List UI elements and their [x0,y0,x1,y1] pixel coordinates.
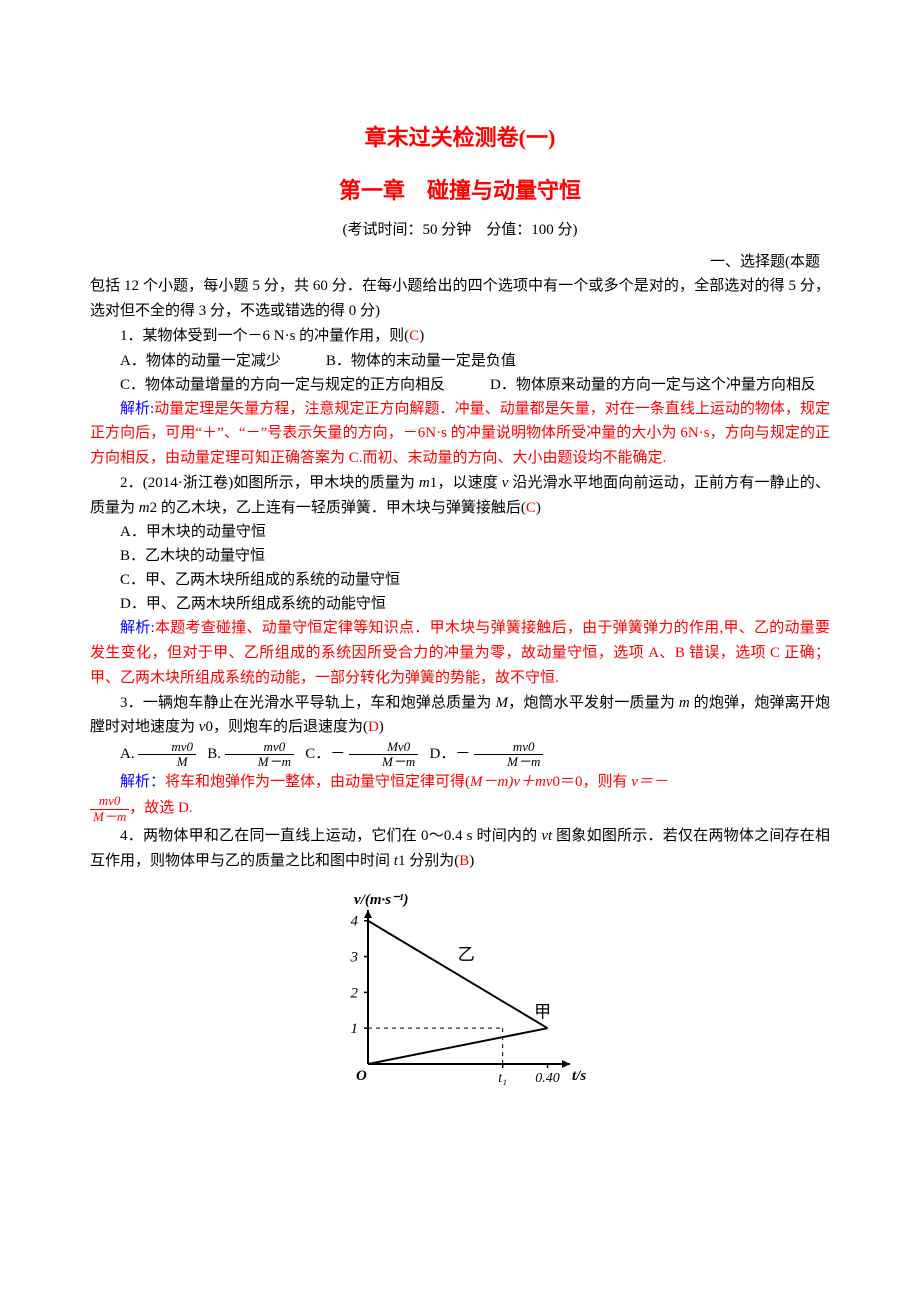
q3-stem-b: ，炮筒水平发射一质量为 [508,695,679,711]
q1-exp-text: 动量定理是矢量方程，注意规定正方向解题．冲量、动量都是矢量，对在一条直线上运动的… [90,401,830,467]
q4-stem-c: 1 分别为( [398,853,459,869]
q3-m: m [679,695,690,711]
section-cont: 包括 12 个小题，每小题 5 分，共 60 分．在每小题给出的四个选项中有一个… [90,274,830,324]
q2-exp-text: 本题考查碰撞、动量守恒定律等知识点．甲木块与弹簧接触后，由于弹簧弹力的作用,甲、… [90,620,830,686]
q3-fracA-den: M [138,755,196,769]
svg-text:3: 3 [350,949,359,965]
q2-m2: m [139,500,150,516]
q3-exp-a: 将车和炮弹作为一整体，由动量守恒定律可得( [165,774,470,790]
q3-optC-lbl: C． [305,746,330,762]
q3-stem-e: ) [379,719,384,735]
main-title-text: 章末过关检测卷(一) [365,125,556,150]
q2-stem-a: 2．(2014·浙江卷)如图所示，甲木块的质量为 [120,475,419,491]
q2-answer: C [526,500,536,516]
q3-exp-b: M－m)v＋mv [470,774,552,790]
q1-stem: 1．某物体受到一个－6 N·s 的冲量作用，则(C) [90,324,830,349]
vt-chart-svg: 1 2 3 4 t₁ 0.40 Ov/(m·s⁻¹) t/s 乙甲 [320,882,600,1092]
sub-title-text: 第一章 碰撞与动量守恒 [339,178,581,203]
q3-stem: 3．一辆炮车静止在光滑水平导轨上，车和炮弹总质量为 M，炮筒水平发射一质量为 m… [90,691,830,741]
sub-title: 第一章 碰撞与动量守恒 [90,173,830,208]
q3-optD-lbl: D． [430,746,456,762]
svg-text:2: 2 [351,985,359,1001]
q3-stem-d: 0，则炮车的后退速度为( [205,719,368,735]
svg-text:甲: 甲 [534,1002,551,1021]
q4-answer: B [459,853,469,869]
q3-fracC-num: Mv0 [349,740,418,755]
svg-text:O: O [356,1068,367,1084]
q3-fracB-num: mv0 [225,740,294,755]
q3-exp: 解析：将车和炮弹作为一整体，由动量守恒定律可得(M－m)v＋mv0＝0，则有 v… [90,770,830,795]
q3-fracC: Mv0M－m [349,740,418,770]
q3-fracD-den: M－m [474,755,543,769]
svg-text:v/(m·s⁻¹): v/(m·s⁻¹) [354,892,409,908]
section-head: 一、选择题(本题 [90,250,830,274]
q1-optD: D．物体原来动量的方向一定与这个冲量方向相反 [490,377,816,393]
q4-stem-d: ) [469,853,474,869]
q3-fracB-den: M－m [225,755,294,769]
q3-exp-line2: mv0M－m，故选 D. [90,794,830,824]
q1-stem-b: ) [419,328,424,344]
q3-fracC-neg: － [330,746,345,762]
q3-optA-lbl: A. [120,746,135,762]
q2-m2s: 2 的乙木块，乙上连有一轻质弹簧．甲木块与弹簧接触后( [150,500,526,516]
q3-exp-d: v＝－ [631,774,668,790]
q1-optB: B．物体的末动量一定是负值 [326,353,516,369]
q1-exp-label: 解析: [120,401,154,417]
q3-opts: A. mv0M B. mv0M－m C．－ Mv0M－m D．－ mv0M－m [90,740,830,770]
svg-text:t₁: t₁ [498,1071,507,1086]
q1-optC: C．物体动量增量的方向一定与规定的正方向相反 [120,377,445,393]
q1-optA: A．物体的动量一定减少 [120,353,281,369]
svg-text:1: 1 [351,1021,359,1037]
q3-exp-frac: mv0M－m [90,794,129,824]
q3-stem-a: 3．一辆炮车静止在光滑水平导轨上，车和炮弹总质量为 [120,695,496,711]
q4-vt: vt [541,828,552,844]
svg-text:乙: 乙 [458,945,475,964]
q3-exp-frac-num: mv0 [90,794,129,809]
q3-fracD: mv0M－m [474,740,543,770]
q1-stem-a: 1．某物体受到一个－6 N·s 的冲量作用，则( [120,328,409,344]
q3-fracC-den: M－m [349,755,418,769]
q3-exp-frac-den: M－m [90,810,129,824]
q2-optC: C．甲、乙两木块所组成的系统的动量守恒 [90,568,830,592]
main-title: 章末过关检测卷(一) [90,120,830,155]
svg-text:t/s: t/s [572,1068,586,1084]
q3-exp-c: 0＝0，则有 [553,774,632,790]
q4-stem: 4．两物体甲和乙在同一直线上运动，它们在 0～0.4 s 时间内的 vt 图象如… [90,824,830,874]
q2-optB: B．乙木块的动量守恒 [90,544,830,568]
q2-stem: 2．(2014·浙江卷)如图所示，甲木块的质量为 m1，以速度 v 沿光滑水平地… [90,471,830,521]
q2-m1: m [419,475,430,491]
vt-chart: 1 2 3 4 t₁ 0.40 Ov/(m·s⁻¹) t/s 乙甲 [90,882,830,1101]
q3-M: M [496,695,509,711]
q1-answer: C [409,328,419,344]
q3-fracD-num: mv0 [474,740,543,755]
q2-stem-c: ) [536,500,541,516]
q2-m1s: 1，以速度 [430,475,502,491]
svg-text:4: 4 [351,913,359,929]
q1-exp: 解析:动量定理是矢量方程，注意规定正方向解题．冲量、动量都是矢量，对在一条直线上… [90,397,830,471]
q3-fracA: mv0M [138,740,196,770]
q3-fracB: mv0M－m [225,740,294,770]
svg-text:0.40: 0.40 [535,1071,560,1086]
q2-exp-label: 解析: [120,620,155,636]
q3-optB-lbl: B. [207,746,221,762]
q3-answer: D [368,719,379,735]
q3-fracA-num: mv0 [138,740,196,755]
q2-exp: 解析:本题考查碰撞、动量守恒定律等知识点．甲木块与弹簧接触后，由于弹簧弹力的作用… [90,616,830,690]
q3-fracD-neg: － [455,746,470,762]
q3-exp-e: ，故选 D. [129,801,192,817]
q1-opts-ab: A．物体的动量一定减少 B．物体的末动量一定是负值 [90,349,830,373]
q1-opts-cd: C．物体动量增量的方向一定与规定的正方向相反 D．物体原来动量的方向一定与这个冲… [90,373,830,397]
q2-optA: A．甲木块的动量守恒 [90,520,830,544]
q4-stem-a: 4．两物体甲和乙在同一直线上运动，它们在 0～0.4 s 时间内的 [120,828,541,844]
exam-info: (考试时间：50 分钟 分值：100 分) [90,218,830,242]
q3-exp-label: 解析： [120,774,165,790]
q2-optD: D．甲、乙两木块所组成系统的动能守恒 [90,592,830,616]
